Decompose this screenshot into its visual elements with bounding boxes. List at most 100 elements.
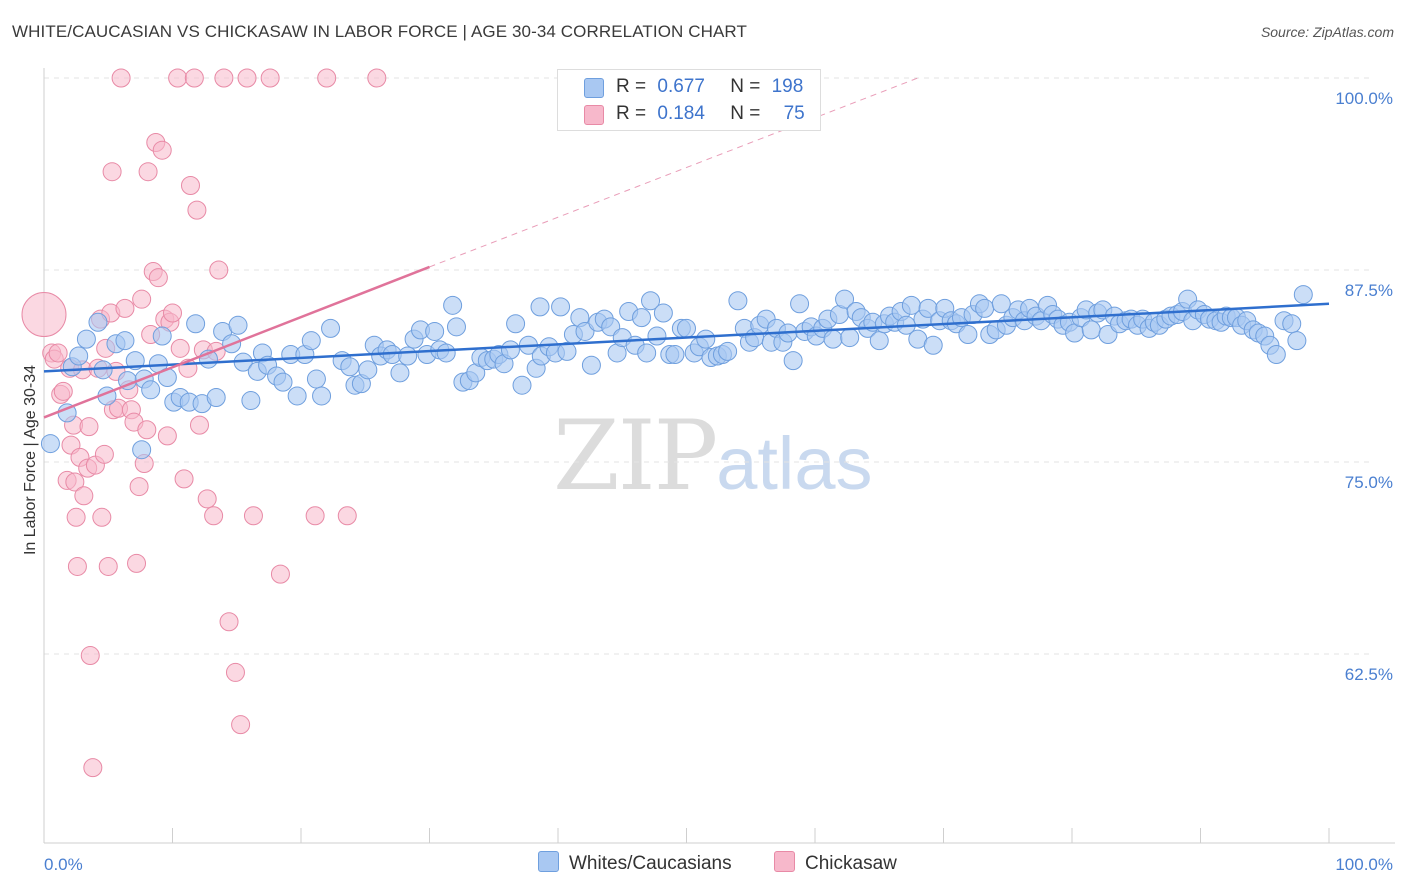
legend-swatch-pink xyxy=(584,105,604,125)
chickasaw-point xyxy=(138,162,158,182)
chickasaw-point xyxy=(148,268,168,288)
whites-point xyxy=(287,386,307,406)
whites-points xyxy=(40,285,1313,460)
chickasaw-point xyxy=(53,381,73,401)
whites-point xyxy=(321,318,341,338)
tick-labels: 62.5% 75.0% 87.5% 100.0% 0.0% 100.0% In Labor … xyxy=(22,89,1393,874)
whites-point xyxy=(869,331,889,351)
whites-point xyxy=(228,315,248,335)
whites-point xyxy=(398,346,418,366)
chickasaw-point xyxy=(209,260,229,280)
whites-point xyxy=(1266,344,1286,364)
chickasaw-point xyxy=(260,68,280,88)
whites-point xyxy=(506,314,526,334)
chickasaw-point xyxy=(92,507,112,527)
chickasaw-point xyxy=(237,68,257,88)
chickasaw-point xyxy=(98,556,118,576)
whites-trend-line xyxy=(43,302,1330,373)
whites-point xyxy=(647,326,667,346)
legend-n-label: N = xyxy=(730,103,761,124)
whites-point xyxy=(840,328,860,348)
whites-point xyxy=(273,372,293,392)
whites-point xyxy=(115,331,135,351)
whites-point xyxy=(446,317,466,337)
whites-point xyxy=(1293,285,1313,305)
chickasaw-point xyxy=(170,338,190,358)
blue-series-label: Whites/Caucasians xyxy=(569,853,732,874)
chickasaw-trend-line xyxy=(43,265,430,419)
whites-point xyxy=(696,329,716,349)
source-credit: Source: ZipAtlas.com xyxy=(1260,24,1394,40)
whites-point xyxy=(575,321,595,341)
whites-point xyxy=(835,289,855,309)
chickasaw-point xyxy=(48,343,68,363)
chickasaw-point xyxy=(83,758,103,778)
whites-point xyxy=(512,375,532,395)
chickasaw-point xyxy=(270,564,290,584)
whites-point xyxy=(306,369,326,389)
chickasaw-point xyxy=(180,176,200,196)
chickasaw-point xyxy=(80,646,100,666)
y-axis-label: In Labor Force | Age 30-34 xyxy=(22,365,39,555)
chickasaw-point xyxy=(152,140,172,160)
legend-n-value: 75 xyxy=(783,103,805,124)
whites-point xyxy=(557,341,577,361)
legend-r-value: 0.677 xyxy=(657,76,705,97)
whites-point xyxy=(301,331,321,351)
whites-point xyxy=(790,294,810,314)
whites-point xyxy=(530,297,550,317)
whites-point xyxy=(500,340,520,360)
chart-title: WHITE/CAUCASIAN VS CHICKASAW IN LABOR FO… xyxy=(12,22,747,41)
chickasaw-point xyxy=(225,662,245,682)
whites-point xyxy=(88,312,108,332)
pink-swatch xyxy=(774,851,795,872)
chickasaw-point xyxy=(157,426,177,446)
whites-point xyxy=(1287,331,1307,351)
series-legend-pink[interactable]: Chickasaw xyxy=(774,851,897,875)
chickasaw-point xyxy=(163,303,182,323)
whites-point xyxy=(390,363,410,383)
legend-row-pink: R = 0.184 N = 75 xyxy=(616,103,805,125)
chickasaw-point xyxy=(168,68,188,88)
whites-point xyxy=(823,329,843,349)
whites-point xyxy=(340,357,360,377)
whites-point xyxy=(69,346,89,366)
whites-point xyxy=(206,387,226,407)
chickasaw-point xyxy=(94,444,114,464)
chickasaw-point xyxy=(317,68,337,88)
chickasaw-point xyxy=(74,486,94,506)
whites-point xyxy=(443,295,463,315)
chickasaw-point xyxy=(243,506,263,526)
pink-series-label: Chickasaw xyxy=(805,853,897,874)
whites-point xyxy=(958,325,978,345)
whites-point xyxy=(241,391,261,411)
whites-point xyxy=(551,297,571,317)
whites-point xyxy=(132,440,152,460)
whites-point xyxy=(923,335,943,355)
chickasaw-point xyxy=(67,556,87,576)
whites-point xyxy=(186,314,206,334)
legend-r-label: R = xyxy=(616,103,647,124)
trend-lines xyxy=(43,77,1330,419)
chickasaw-point xyxy=(102,162,122,182)
whites-point xyxy=(991,294,1011,314)
series-legend-blue[interactable]: Whites/Caucasians xyxy=(538,851,732,875)
chickasaw-point xyxy=(231,715,251,735)
whites-point xyxy=(653,303,673,323)
chickasaw-point xyxy=(66,507,86,527)
x-tick-label: 0.0% xyxy=(44,855,83,874)
y-tick-label: 75.0% xyxy=(1345,473,1393,492)
whites-point xyxy=(40,434,60,454)
legend-r-value: 0.184 xyxy=(657,103,705,124)
chickasaw-point xyxy=(189,415,209,435)
chickasaw-points xyxy=(21,68,387,778)
chickasaw-point xyxy=(132,289,152,309)
whites-point xyxy=(1282,314,1302,334)
blue-swatch xyxy=(538,851,559,872)
chickasaw-point xyxy=(137,420,157,440)
chickasaw-point xyxy=(214,68,234,88)
whites-point xyxy=(358,360,378,380)
y-tick-label: 87.5% xyxy=(1345,281,1393,300)
legend-row-blue: R = 0.677 N = 198 xyxy=(616,76,803,98)
